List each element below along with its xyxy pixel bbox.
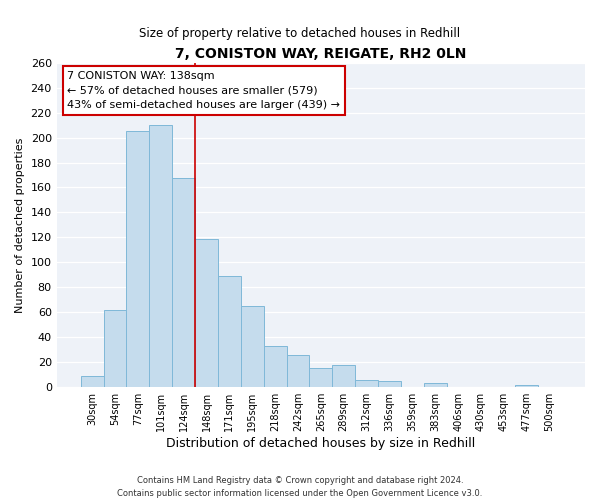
Bar bbox=[355, 380, 378, 387]
X-axis label: Distribution of detached houses by size in Redhill: Distribution of detached houses by size … bbox=[166, 437, 475, 450]
Bar bbox=[241, 306, 263, 387]
Bar bbox=[515, 384, 538, 387]
Bar bbox=[127, 132, 149, 387]
Bar bbox=[332, 364, 355, 387]
Bar bbox=[310, 368, 332, 387]
Text: 7 CONISTON WAY: 138sqm
← 57% of detached houses are smaller (579)
43% of semi-de: 7 CONISTON WAY: 138sqm ← 57% of detached… bbox=[67, 71, 340, 110]
Title: 7, CONISTON WAY, REIGATE, RH2 0LN: 7, CONISTON WAY, REIGATE, RH2 0LN bbox=[175, 48, 467, 62]
Bar bbox=[104, 310, 127, 387]
Bar bbox=[80, 376, 104, 387]
Bar bbox=[149, 125, 172, 387]
Bar bbox=[218, 276, 241, 387]
Bar bbox=[287, 355, 310, 387]
Y-axis label: Number of detached properties: Number of detached properties bbox=[15, 137, 25, 312]
Bar bbox=[172, 178, 195, 387]
Bar bbox=[378, 381, 401, 387]
Text: Contains HM Land Registry data © Crown copyright and database right 2024.
Contai: Contains HM Land Registry data © Crown c… bbox=[118, 476, 482, 498]
Bar bbox=[424, 384, 446, 387]
Bar bbox=[195, 238, 218, 387]
Bar bbox=[263, 346, 287, 387]
Text: Size of property relative to detached houses in Redhill: Size of property relative to detached ho… bbox=[139, 28, 461, 40]
